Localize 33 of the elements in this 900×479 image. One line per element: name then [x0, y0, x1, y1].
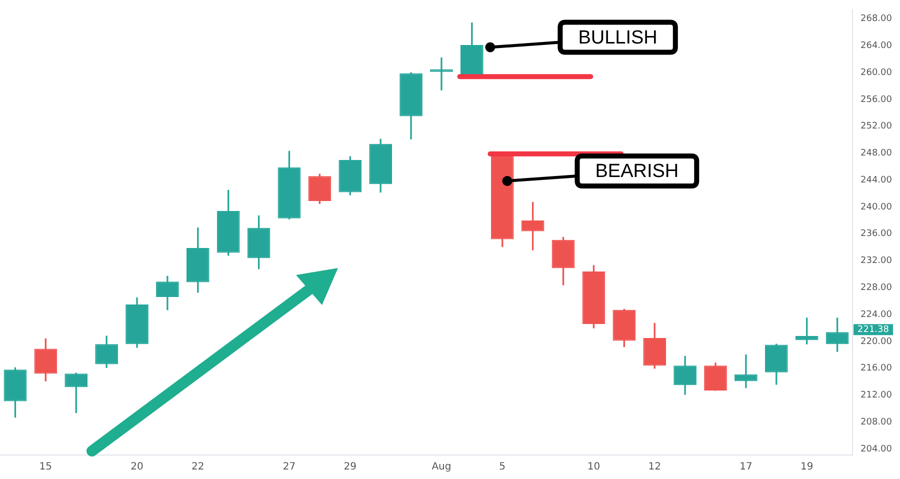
y-tick-label: 220.00 — [860, 336, 892, 347]
x-tick-label: 20 — [130, 462, 144, 473]
x-tick-label: 5 — [499, 462, 506, 473]
y-tick-label: 212.00 — [860, 390, 892, 401]
y-tick-label: 268.00 — [860, 14, 892, 24]
y-tick-label: 248.00 — [860, 148, 892, 159]
x-tick-label: 15 — [39, 462, 52, 473]
y-tick-label: 228.00 — [860, 282, 892, 293]
text: 221.38 — [858, 324, 890, 335]
annotation: BEARISH — [595, 161, 679, 182]
x-tick-label: 12 — [648, 462, 661, 473]
y-tick-label: 208.00 — [860, 417, 892, 428]
candlestick — [430, 57, 453, 90]
y-tick-label: 216.00 — [860, 364, 892, 374]
y-tick-label: 232.00 — [860, 256, 892, 266]
x-tick-label: 19 — [800, 462, 814, 473]
y-tick-label: 244.00 — [860, 175, 892, 186]
y-tick-label: 224.00 — [860, 310, 892, 320]
x-tick-label: 22 — [192, 462, 204, 473]
x-tick-label: 29 — [344, 462, 357, 473]
y-tick-label: 236.00 — [860, 229, 892, 240]
y-tick-label: 260.00 — [860, 68, 892, 78]
x-tick-label: 10 — [587, 462, 600, 473]
y-tick-label: 204.00 — [860, 444, 892, 454]
x-tick-label: 27 — [282, 462, 296, 473]
y-tick-label: 252.00 — [860, 122, 892, 132]
x-tick-label: Aug — [432, 462, 452, 473]
annotation: BULLISH — [578, 28, 658, 49]
y-tick-label: 240.00 — [860, 202, 892, 212]
y-tick-label: 264.00 — [860, 41, 892, 52]
y-tick-label: 256.00 — [860, 94, 892, 105]
candlestick — [734, 354, 758, 388]
x-tick-label: 17 — [740, 462, 752, 473]
